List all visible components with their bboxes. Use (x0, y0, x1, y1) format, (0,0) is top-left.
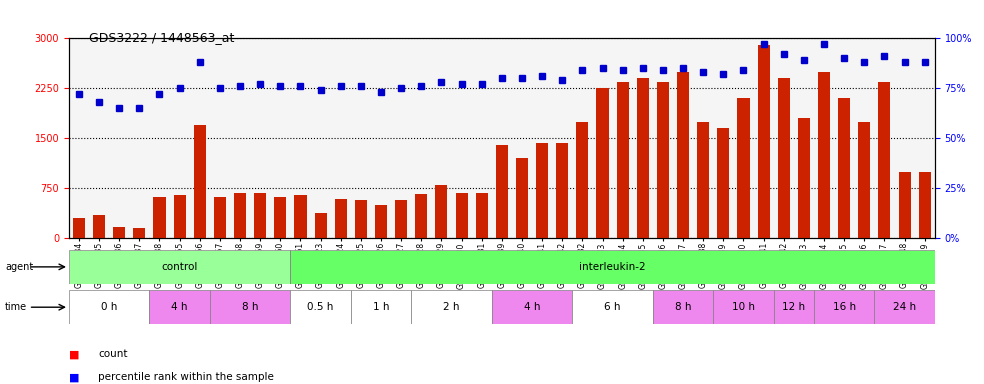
FancyBboxPatch shape (290, 290, 351, 324)
FancyBboxPatch shape (652, 290, 713, 324)
Bar (415, 194, 427, 238)
Bar (617, 82, 629, 238)
Text: agent: agent (5, 262, 33, 272)
FancyBboxPatch shape (351, 290, 411, 324)
Bar (234, 193, 246, 238)
Bar (737, 98, 750, 238)
Bar (919, 172, 931, 238)
Bar (173, 195, 186, 238)
FancyBboxPatch shape (290, 250, 935, 284)
FancyBboxPatch shape (492, 290, 573, 324)
Text: percentile rank within the sample: percentile rank within the sample (98, 372, 275, 382)
Bar (355, 200, 367, 238)
Bar (657, 82, 669, 238)
Bar (435, 185, 448, 238)
FancyBboxPatch shape (210, 290, 290, 324)
Text: 10 h: 10 h (732, 302, 755, 312)
FancyBboxPatch shape (573, 290, 652, 324)
Text: 16 h: 16 h (832, 302, 856, 312)
FancyBboxPatch shape (713, 290, 773, 324)
FancyBboxPatch shape (773, 290, 814, 324)
Bar (818, 72, 830, 238)
Text: 2 h: 2 h (443, 302, 460, 312)
Bar (536, 143, 548, 238)
FancyBboxPatch shape (814, 290, 875, 324)
Bar (73, 218, 85, 238)
Bar (496, 145, 508, 238)
Bar (698, 122, 709, 238)
Bar (777, 78, 790, 238)
Bar (275, 197, 286, 238)
Bar (294, 195, 306, 238)
Bar (290, 250, 935, 284)
Bar (577, 122, 588, 238)
Bar (194, 125, 206, 238)
Bar (475, 193, 488, 238)
Text: 0.5 h: 0.5 h (307, 302, 334, 312)
Text: 8 h: 8 h (675, 302, 692, 312)
Text: 8 h: 8 h (242, 302, 259, 312)
Bar (154, 197, 165, 238)
Text: 24 h: 24 h (893, 302, 916, 312)
Bar (315, 213, 327, 238)
Bar (717, 128, 729, 238)
Bar (113, 227, 125, 238)
Bar (838, 98, 850, 238)
Bar (898, 172, 910, 238)
Text: count: count (98, 349, 128, 359)
Bar (214, 197, 226, 238)
Text: 0 h: 0 h (101, 302, 117, 312)
Text: 12 h: 12 h (782, 302, 805, 312)
Text: 1 h: 1 h (373, 302, 390, 312)
Bar (758, 45, 769, 238)
Bar (516, 158, 528, 238)
Bar (858, 122, 871, 238)
Bar (596, 88, 608, 238)
Bar (637, 78, 648, 238)
Bar (798, 118, 810, 238)
Bar (396, 200, 407, 238)
Bar (879, 82, 891, 238)
Bar (335, 199, 346, 238)
Text: control: control (161, 262, 198, 272)
Bar (677, 72, 689, 238)
Bar (456, 193, 467, 238)
Text: time: time (5, 302, 27, 312)
Bar (254, 193, 267, 238)
Text: ■: ■ (69, 372, 80, 382)
FancyBboxPatch shape (69, 250, 290, 284)
Text: 4 h: 4 h (171, 302, 188, 312)
FancyBboxPatch shape (875, 290, 935, 324)
Bar (556, 143, 569, 238)
Bar (375, 205, 387, 238)
Text: 6 h: 6 h (604, 302, 621, 312)
Text: ■: ■ (69, 349, 80, 359)
FancyBboxPatch shape (69, 290, 150, 324)
Text: GDS3222 / 1448563_at: GDS3222 / 1448563_at (89, 31, 234, 44)
Text: 4 h: 4 h (523, 302, 540, 312)
FancyBboxPatch shape (411, 290, 492, 324)
Bar (133, 228, 146, 238)
Bar (93, 215, 105, 238)
FancyBboxPatch shape (150, 290, 210, 324)
Text: interleukin-2: interleukin-2 (580, 262, 646, 272)
Bar (69, 250, 290, 284)
